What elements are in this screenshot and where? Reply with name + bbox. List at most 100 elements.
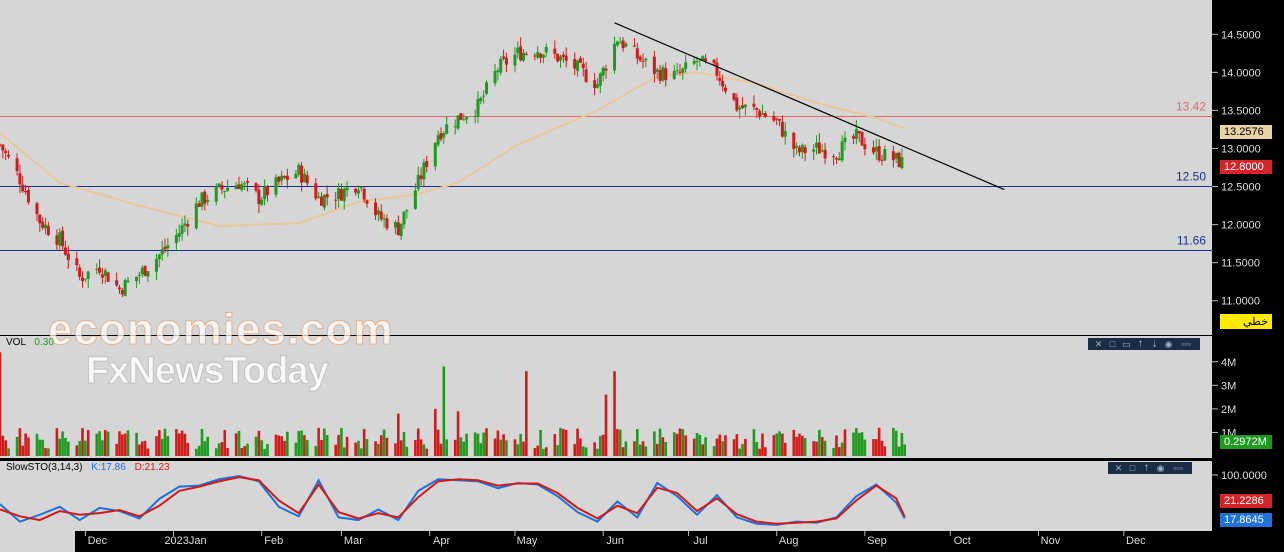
candle-body	[123, 280, 127, 297]
minimize-icon[interactable]: ▭	[1122, 338, 1131, 349]
candle-body	[652, 56, 656, 74]
volume-bar	[892, 427, 895, 456]
candle-body	[561, 54, 565, 57]
volume-bar	[200, 428, 204, 456]
volume-bar	[101, 440, 104, 456]
time-tick-label: Sep	[867, 535, 887, 547]
candle-body	[738, 107, 742, 110]
candle-body	[200, 192, 204, 207]
stochastic-label: SlowSTO(3,14,3) K:17.86 D:21.23	[6, 462, 170, 473]
volume-bar	[732, 439, 736, 456]
candle-body	[758, 110, 762, 117]
more-icon[interactable]: ▫▫▫	[1173, 462, 1183, 473]
volume-bar	[106, 431, 110, 456]
candle-body	[260, 199, 264, 205]
volume-bar	[277, 435, 281, 456]
candle-body	[553, 48, 557, 54]
candle-body	[601, 67, 605, 76]
volume-bar	[792, 429, 796, 456]
volume-bar	[755, 441, 759, 456]
candle-body	[732, 93, 736, 100]
volume-tick-label: 2M	[1221, 404, 1236, 416]
candle-body	[621, 40, 625, 49]
candle-body	[897, 152, 901, 167]
volume-bar	[115, 443, 118, 456]
price-pane[interactable]	[0, 0, 1212, 335]
volume-bar	[485, 428, 488, 456]
settings-icon[interactable]: ◉	[1156, 462, 1165, 473]
volume-bar	[462, 441, 466, 456]
volume-bar	[658, 428, 662, 456]
chart-style-badge[interactable]: خطي	[1220, 314, 1272, 329]
candle-body	[362, 188, 366, 200]
candle-body	[83, 278, 87, 280]
level-label-12.50: 12.50	[1176, 170, 1206, 184]
volume-bar	[465, 433, 468, 456]
move-up-icon[interactable]: ⭡	[1138, 338, 1143, 349]
volume-bar	[305, 440, 309, 456]
volume-bar	[360, 448, 363, 456]
volume-bar	[433, 408, 437, 456]
volume-bar	[553, 434, 557, 456]
time-tick-label: Dec	[1126, 535, 1146, 547]
stochastic-pane[interactable]	[0, 461, 1212, 531]
candle-body	[379, 211, 383, 220]
volume-bar	[234, 433, 238, 456]
volume-bar	[325, 434, 329, 456]
candle-body	[35, 203, 39, 215]
volume-bar	[513, 439, 517, 456]
volume-bar	[374, 441, 377, 456]
price-tick-label: 12.5000	[1221, 182, 1261, 194]
candle-body	[115, 280, 119, 286]
candle-body	[792, 132, 796, 150]
volume-bar	[1, 435, 5, 456]
volume-bar	[342, 447, 346, 456]
price-tick-label: 13.0000	[1221, 143, 1261, 155]
volume-bar	[354, 442, 357, 456]
volume-bar	[274, 434, 278, 456]
candle-body	[465, 117, 469, 120]
candle-body	[817, 142, 821, 154]
candle-body	[117, 287, 121, 290]
resistance-trendline	[614, 22, 1005, 191]
volume-bar	[340, 428, 343, 456]
candle-body	[44, 224, 48, 229]
candle-body	[735, 97, 739, 111]
volume-bar	[860, 432, 864, 456]
volume-bar	[84, 440, 87, 456]
candle-body	[874, 147, 878, 152]
more-icon[interactable]: ▫▫▫	[1181, 338, 1191, 349]
candle-body	[581, 63, 585, 69]
time-tick-label: 2023Jan	[164, 535, 206, 547]
candle-body	[513, 54, 517, 66]
candle-body	[103, 270, 107, 277]
volume-bar	[317, 427, 320, 456]
volume-value-badge: 0.2972M	[1220, 435, 1272, 449]
move-up-icon[interactable]: ⭡	[1144, 462, 1149, 473]
candle-body	[413, 190, 417, 209]
volume-bar	[536, 445, 540, 456]
candle-body	[325, 194, 329, 198]
candle-body	[433, 142, 437, 167]
volume-bar	[840, 442, 844, 456]
stochastic-d-line	[0, 476, 906, 525]
volume-bar	[820, 437, 824, 456]
time-tick-label: Feb	[264, 535, 283, 547]
restore-icon[interactable]: □	[1129, 462, 1136, 473]
settings-icon[interactable]: ◉	[1164, 338, 1173, 349]
k-value-badge: 17.8645	[1220, 513, 1272, 527]
watermark-economies: economies.com	[48, 305, 394, 355]
move-down-icon[interactable]: ⭣	[1152, 338, 1157, 349]
volume-bar	[837, 447, 841, 456]
close-icon[interactable]: ✕	[1114, 462, 1123, 473]
close-icon[interactable]: ✕	[1094, 338, 1103, 349]
candle-body	[265, 186, 269, 196]
volume-bar	[522, 441, 525, 456]
candle-body	[718, 77, 722, 81]
candle-body	[661, 67, 665, 81]
volume-bar	[539, 429, 542, 456]
restore-icon[interactable]: □	[1109, 338, 1116, 349]
candle-body	[539, 53, 543, 58]
